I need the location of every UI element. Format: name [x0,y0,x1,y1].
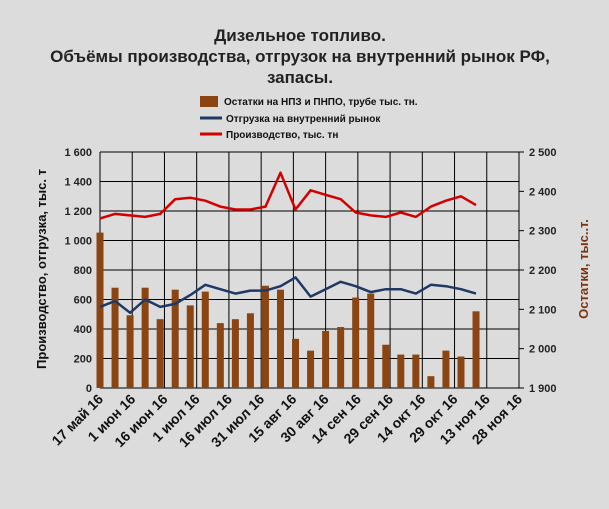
y-right-tick-label: 2 500 [529,147,557,159]
legend-label-production: Производство, тыс. тн [226,130,338,141]
bars-stock [96,232,480,388]
bar-stock [352,297,360,388]
legend-label-shipment: Отгрузка на внутренний рынок [226,114,381,125]
bar-stock [292,338,300,388]
y-axis-right-label: Остатки, тыс..т. [576,219,591,319]
bar-stock [216,323,224,388]
bar-stock [457,356,465,388]
y-axis-left-label: Производство, отгрузка, тыс. т [34,169,49,369]
legend-label-stock: Остатки на НПЗ и ПНПО, трубе тыс. тн. [224,96,418,108]
bar-stock [307,350,315,388]
y-left-tick-label: 1 600 [64,147,92,159]
bar-stock [472,311,480,388]
y-left-tick-label: 600 [74,295,92,307]
bar-stock [96,232,104,388]
bar-stock [126,315,134,388]
bar-stock [412,354,420,388]
grid [99,151,524,389]
bar-stock [397,354,405,388]
y-right-tick-label: 1 900 [529,383,557,395]
line-shipment [99,276,477,315]
y-left-tick-label: 1 200 [64,206,92,218]
legend: Остатки на НПЗ и ПНПО, трубе тыс. тн. От… [200,96,418,141]
y-right-tick-label: 2 000 [529,344,557,356]
bar-stock [141,287,149,388]
bar-stock [111,287,119,388]
y-left-tick-label: 0 [86,383,92,395]
bar-stock [382,344,390,388]
bar-stock [156,319,164,388]
y-right-tick-label: 2 200 [529,265,557,277]
y-right-tick-label: 2 300 [529,226,557,238]
bar-stock [171,289,179,388]
y-left-tick-label: 1 400 [64,177,92,189]
bar-stock [276,289,284,388]
bar-stock [246,313,254,388]
y-right-tick-label: 2 400 [529,186,557,198]
y-left-tick-label: 200 [74,354,92,366]
bar-stock [427,376,435,388]
line-production [99,171,477,220]
y-left-tick-label: 400 [74,324,92,336]
y-left-tick-label: 1 000 [64,236,92,248]
axis-ticks: 0 200 400 600 800 1 000 1 200 1 400 1 600 1 900 2 … [48,147,556,450]
y-left-tick-label: 800 [74,265,92,277]
chart-title: Дизельное топливо. Объёмы производства, … [50,26,550,87]
bar-stock [337,327,345,388]
chart-title-line: запасы. [267,68,333,87]
bar-stock [231,319,239,388]
bar-stock [261,285,269,388]
legend-swatch-stock [200,96,218,107]
bar-stock [322,330,330,388]
chart-title-line: Дизельное топливо. [214,26,386,45]
bar-stock [367,293,375,388]
line-series [99,171,477,315]
bar-stock [201,291,209,388]
bar-stock [186,305,194,388]
y-right-tick-label: 2 100 [529,304,557,316]
bar-stock [442,350,450,388]
chart-title-line: Объёмы производства, отгрузок на внутрен… [50,47,550,66]
